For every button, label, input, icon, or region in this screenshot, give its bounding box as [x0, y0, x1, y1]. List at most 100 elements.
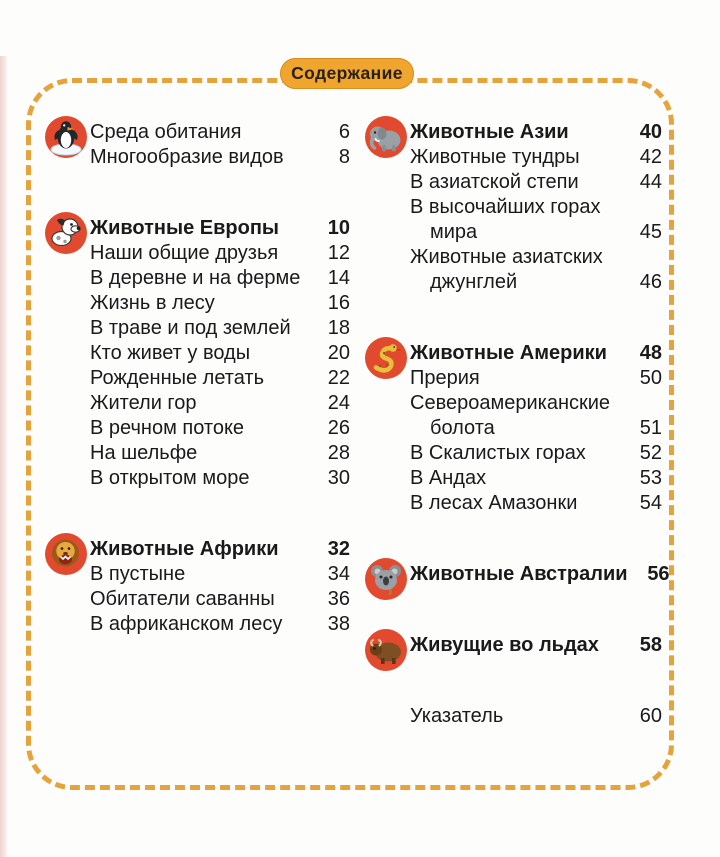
toc-entry-label: джунглей	[430, 271, 518, 293]
toc-section-header: Животные Азии 40	[410, 120, 662, 145]
toc-entry-page: 45	[639, 221, 662, 243]
toc-entry-page: 10	[327, 217, 350, 239]
toc-section-header: Животные Европы 10	[90, 216, 350, 241]
toc-entry-page: 40	[639, 121, 662, 143]
toc-row: На шельфе 28	[90, 441, 350, 466]
toc-entry-page: 46	[639, 271, 662, 293]
toc-entry-label: В открытом море	[90, 467, 250, 489]
toc-row: В африканском лесу 38	[90, 612, 350, 637]
lion-icon	[44, 532, 88, 576]
toc-section: Животные Европы 10 Наши общие друзья 12 В де…	[44, 212, 350, 491]
toc-content: Среда обитания 6 Многообразие видов 8 Животн…	[44, 116, 670, 729]
toc-entry-label: Указатель	[410, 705, 504, 727]
toc-entry-page: 54	[639, 492, 662, 514]
toc-entry-page: 26	[327, 417, 350, 439]
toc-entry-label: В лесах Амазонки	[410, 492, 578, 514]
toc-entry-label: Прерия	[410, 367, 480, 389]
toc-row: Рожденные летать 22	[90, 366, 350, 391]
page-title: Содержание	[280, 58, 414, 89]
toc-entry-page: 28	[327, 442, 350, 464]
toc-row: Среда обитания 6	[90, 120, 350, 145]
toc-section: Животные Азии 40 Животные тундры 42 В азиатс…	[364, 116, 662, 295]
toc-entry-label: Рожденные летать	[90, 367, 265, 389]
toc-section-header: Животные Америки 48	[410, 341, 662, 366]
toc-section: Живущие во льдах 58	[364, 629, 662, 671]
toc-entry-label: болота	[430, 417, 495, 439]
toc-entry-page: 36	[327, 588, 350, 610]
toc-entry-label: В пустыне	[90, 563, 186, 585]
toc-entry-label: Живущие во льдах	[410, 634, 599, 656]
toc-entry-label: Животные азиатских	[410, 246, 603, 268]
toc-entry-label: В африканском лесу	[90, 613, 283, 635]
toc-entry-label: В азиатской степи	[410, 171, 579, 193]
toc-entry-page: 8	[338, 146, 350, 168]
toc-row: Наши общие друзья 12	[90, 241, 350, 266]
toc-entry-label: Среда обитания	[90, 121, 242, 143]
toc-row: В азиатской степи 44	[410, 170, 662, 195]
toc-entry-label: Животные Африки	[90, 538, 279, 560]
toc-row: В Скалистых горах 52	[410, 441, 662, 466]
toc-entry-label: Жители гор	[90, 392, 197, 414]
dog-icon	[44, 211, 88, 255]
toc-row: Кто живет у воды 20	[90, 341, 350, 366]
toc-entry-page: 18	[327, 317, 350, 339]
penguin-icon	[44, 115, 88, 159]
toc-entry-label: Кто живет у воды	[90, 342, 251, 364]
toc-entry-label: В высочайших горах	[410, 196, 601, 218]
toc-entry-page: 53	[639, 467, 662, 489]
toc-column-right: Животные Азии 40 Животные тундры 42 В азиатс…	[364, 116, 670, 729]
toc-entry-page: 16	[327, 292, 350, 314]
toc-section-header: Живущие во льдах 58	[410, 633, 662, 658]
toc-entry-page: 56	[647, 563, 670, 585]
toc-entry-label: Животные Азии	[410, 121, 569, 143]
toc-entry-page: 22	[327, 367, 350, 389]
toc-row: Указатель 60	[410, 704, 662, 729]
toc-section: Животные Африки 32 В пустыне 34 Обитатели са…	[44, 533, 350, 637]
toc-row: Обитатели саванны 36	[90, 587, 350, 612]
toc-row: джунглей 46	[410, 270, 662, 295]
book-page-edge	[0, 56, 7, 857]
toc-entry-page: 52	[639, 442, 662, 464]
toc-entry-label: В Скалистых горах	[410, 442, 586, 464]
toc-entry-page: 24	[327, 392, 350, 414]
toc-column-left: Среда обитания 6 Многообразие видов 8 Животн…	[44, 116, 350, 729]
toc-row: Жизнь в лесу 16	[90, 291, 350, 316]
toc-row: Животные тундры 42	[410, 145, 662, 170]
toc-entry-label: На шельфе	[90, 442, 198, 464]
musk-ox-icon	[364, 628, 408, 672]
toc-entry-page: 38	[327, 613, 350, 635]
toc-entry-page: 20	[327, 342, 350, 364]
toc-entry-label: Животные Австралии	[410, 563, 628, 585]
toc-row: мира 45	[410, 220, 662, 245]
toc-entry-label: Жизнь в лесу	[90, 292, 215, 314]
toc-entry-label: Обитатели саванны	[90, 588, 275, 610]
toc-row: В Андах 53	[410, 466, 662, 491]
toc-row: В траве и под землей 18	[90, 316, 350, 341]
toc-entry-page: 50	[639, 367, 662, 389]
toc-row: В открытом море 30	[90, 466, 350, 491]
toc-row: Прерия 50	[410, 366, 662, 391]
toc-entry-label: Животные Европы	[90, 217, 279, 239]
toc-entry-page: 58	[639, 634, 662, 656]
toc-entry-page: 34	[327, 563, 350, 585]
toc-entry-label: Животные Америки	[410, 342, 607, 364]
toc-entry-label: Многообразие видов	[90, 146, 284, 168]
toc-row: В пустыне 34	[90, 562, 350, 587]
toc-row: В лесах Амазонки 54	[410, 491, 662, 516]
toc-entry-page: 51	[639, 417, 662, 439]
toc-row: Жители гор 24	[90, 391, 350, 416]
toc-section-header: Животные Австралии 56	[410, 562, 670, 587]
toc-entry-page: 48	[639, 342, 662, 364]
toc-section-header: Животные Африки 32	[90, 537, 350, 562]
elephant-icon	[364, 115, 408, 159]
toc-entry-page: 12	[327, 242, 350, 264]
toc-entry-label: Североамериканские	[410, 392, 611, 414]
toc-entry-page: 14	[327, 267, 350, 289]
toc-entry-label: В деревне и на ферме	[90, 267, 301, 289]
koala-icon	[364, 557, 408, 601]
toc-entry-label: В траве и под землей	[90, 317, 291, 339]
toc-row: болота 51	[410, 416, 662, 441]
toc-entry-label: Животные тундры	[410, 146, 580, 168]
toc-row: В деревне и на ферме 14	[90, 266, 350, 291]
toc-row: Североамериканские	[410, 391, 662, 416]
